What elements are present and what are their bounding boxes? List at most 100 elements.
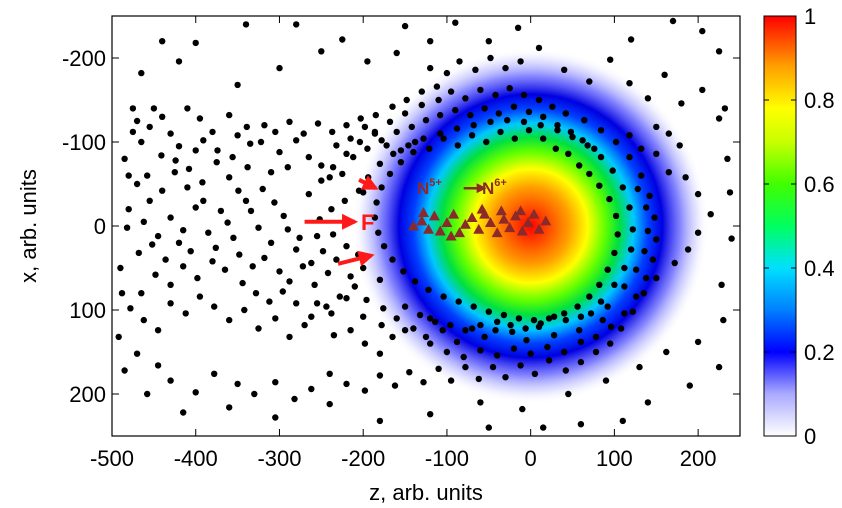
particle-point <box>291 396 297 402</box>
particle-point <box>516 315 522 321</box>
particle-point <box>243 21 249 27</box>
particle-point <box>419 102 425 108</box>
particle-point <box>362 387 368 393</box>
particle-point <box>507 322 513 328</box>
particle-point <box>434 83 440 89</box>
particle-point <box>134 118 140 124</box>
particle-point <box>360 314 366 320</box>
particle-point <box>244 164 250 170</box>
particle-point <box>630 226 636 232</box>
particle-point <box>608 324 614 330</box>
y-tick-label: 200 <box>69 382 106 407</box>
particle-point <box>200 198 206 204</box>
particle-point <box>561 67 567 73</box>
particle-point <box>716 364 722 370</box>
particle-point <box>400 268 406 274</box>
particle-point <box>296 235 302 241</box>
ion-to-base: N <box>482 179 494 198</box>
particle-point <box>200 137 206 143</box>
particle-point <box>448 377 454 383</box>
particle-point <box>327 401 333 407</box>
particle-point <box>502 65 508 71</box>
particle-point <box>325 270 331 276</box>
particle-point <box>350 154 356 160</box>
x-tick-label: -100 <box>425 446 469 471</box>
particle-point <box>677 142 683 148</box>
colorbar-tick-label: 0.2 <box>804 340 835 365</box>
particle-point <box>149 241 155 247</box>
particle-point <box>276 268 282 274</box>
particle-point <box>180 409 186 415</box>
colorbar-tick-label: 1 <box>804 4 816 29</box>
particle-point <box>194 275 200 281</box>
particle-point <box>155 362 161 368</box>
particle-point <box>406 369 412 375</box>
particle-point <box>381 243 387 249</box>
particle-point <box>308 386 314 392</box>
particle-point <box>293 300 299 306</box>
particle-point <box>487 119 493 125</box>
particle-point <box>412 278 418 284</box>
particle-point <box>331 332 337 338</box>
particle-point <box>151 105 157 111</box>
particle-point <box>440 327 446 333</box>
particle-point <box>412 139 418 145</box>
particle-point <box>509 329 515 335</box>
particle-point <box>126 172 132 178</box>
particle-point <box>205 230 211 236</box>
particle-point <box>454 339 460 345</box>
particle-point <box>565 391 571 397</box>
particle-point <box>301 322 307 328</box>
particle-point <box>626 132 632 138</box>
particle-point <box>333 142 339 148</box>
particle-point <box>255 225 261 231</box>
particle-point <box>167 130 173 136</box>
particle-point <box>610 167 616 173</box>
particle-point <box>728 235 734 241</box>
particle-point <box>138 139 144 145</box>
particle-point <box>126 206 132 212</box>
particle-point <box>603 377 609 383</box>
y-tick-label: -200 <box>62 46 106 71</box>
particle-point <box>119 290 125 296</box>
particle-point <box>551 314 557 320</box>
particle-point <box>186 166 192 172</box>
particle-point <box>447 322 453 328</box>
particle-point <box>392 382 398 388</box>
y-tick-label: 100 <box>69 298 106 323</box>
particle-point <box>280 288 286 294</box>
particle-point <box>462 95 468 101</box>
particle-point <box>306 154 312 160</box>
particle-point <box>462 364 468 370</box>
particle-point <box>360 189 366 195</box>
colorbar: 00.20.40.60.81 <box>764 4 835 449</box>
particle-point <box>390 151 396 157</box>
particle-point <box>141 317 147 323</box>
particle-point <box>494 319 500 325</box>
particle-point <box>685 246 691 252</box>
particle-point <box>708 211 714 217</box>
particle-point <box>643 275 649 281</box>
colorbar-tick-label: 0.4 <box>804 256 835 281</box>
x-axis-label: z, arb. units <box>369 480 483 505</box>
particle-point <box>250 263 256 269</box>
particle-point <box>167 300 173 306</box>
particle-point <box>301 130 307 136</box>
particle-point <box>435 366 441 372</box>
particle-point <box>621 283 627 289</box>
particle-point <box>375 230 381 236</box>
particle-point <box>268 169 274 175</box>
particle-point <box>574 303 580 309</box>
particle-point <box>362 124 368 130</box>
particle-point <box>486 424 492 430</box>
particle-point <box>596 282 602 288</box>
particle-point <box>330 164 336 170</box>
particle-point <box>276 149 282 155</box>
particle-point <box>308 314 314 320</box>
particle-point <box>193 204 199 210</box>
particle-point <box>285 164 291 170</box>
particle-point <box>365 174 371 180</box>
particle-point <box>646 193 652 199</box>
particle-point <box>372 129 378 135</box>
particle-point <box>653 275 659 281</box>
